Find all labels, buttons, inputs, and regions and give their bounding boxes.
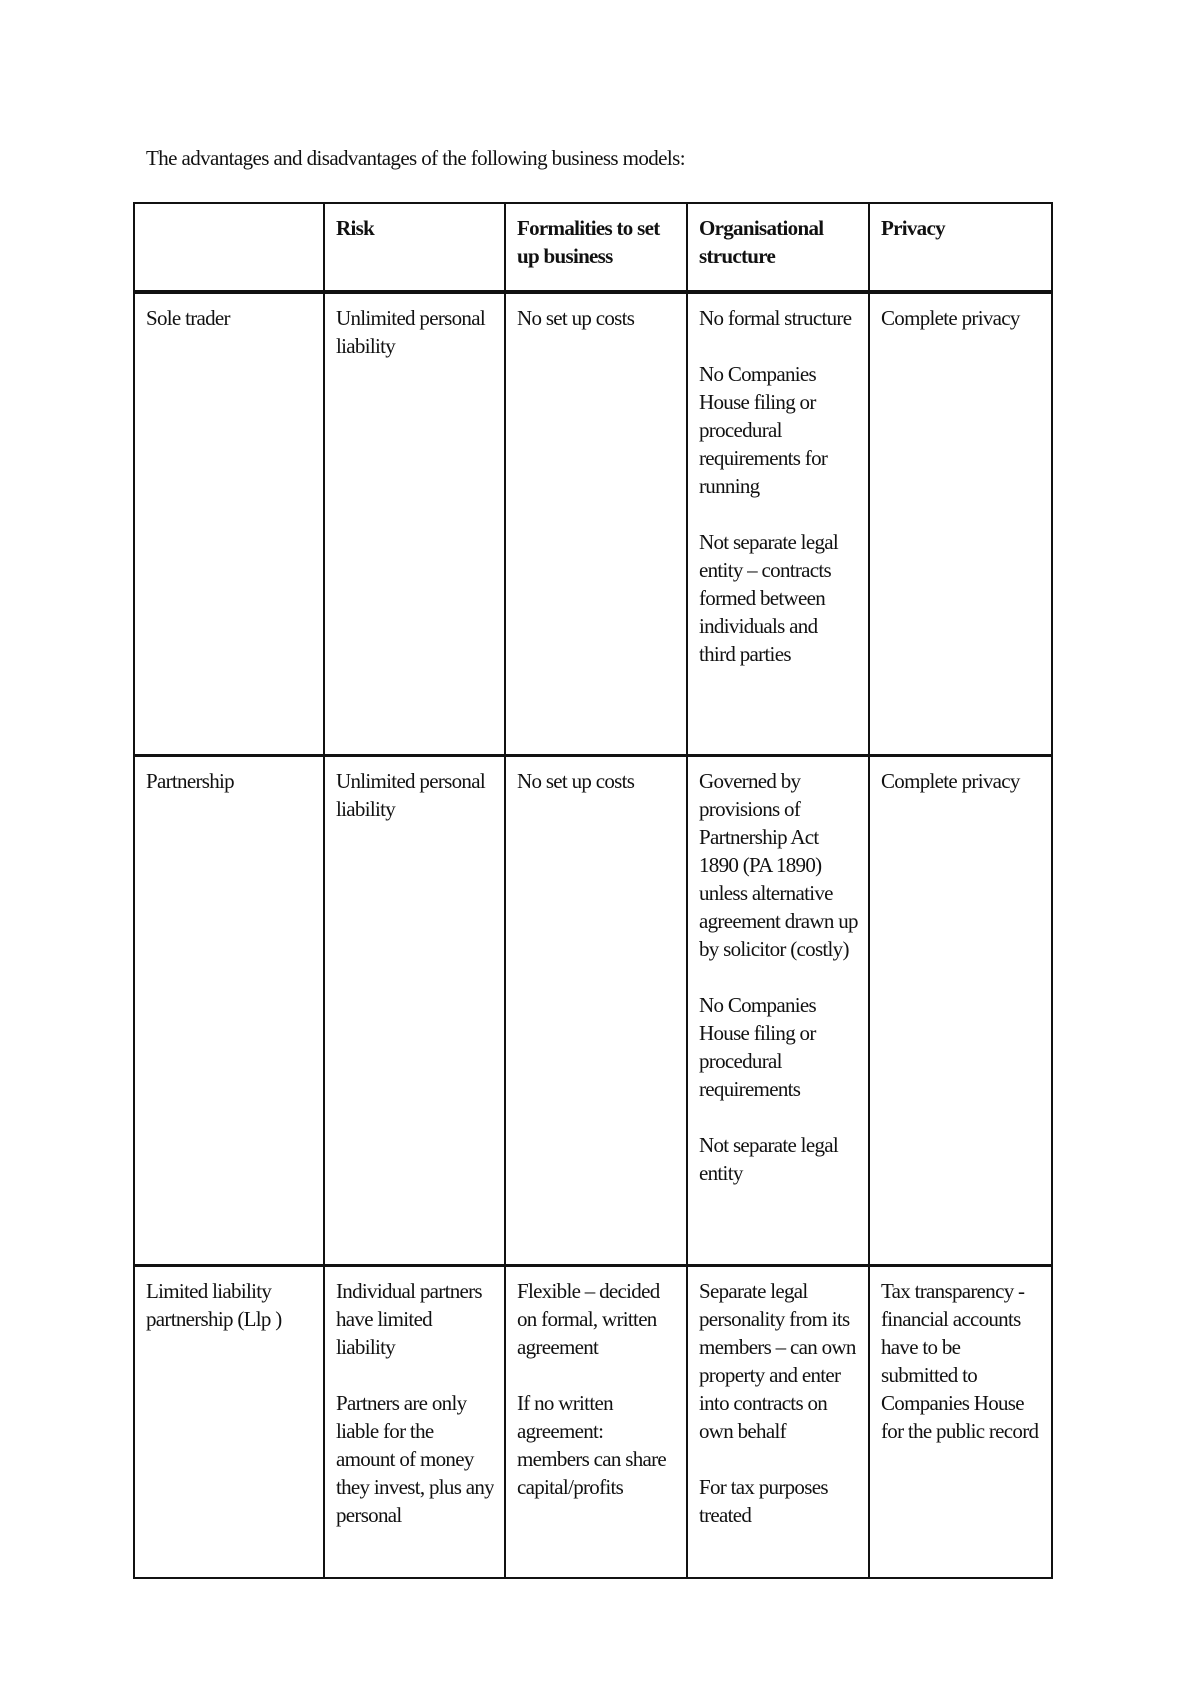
row-model-cell: Partnership xyxy=(133,754,325,1267)
business-models-table: Risk Formalities to set up business Orga… xyxy=(133,202,1053,1579)
formalities-cell: Flexible – decided on formal, written ag… xyxy=(504,1264,688,1579)
header-privacy: Privacy xyxy=(868,202,1053,294)
privacy-cell: Complete privacy xyxy=(868,291,1053,757)
formalities-paragraph: No set up costs xyxy=(517,306,635,330)
document-title: The advantages and disadvantages of the … xyxy=(146,146,686,170)
privacy-cell: Complete privacy xyxy=(868,754,1053,1267)
privacy-cell: Tax transparency - financial accounts ha… xyxy=(868,1264,1053,1579)
table-row: Limited liability partnership (Llp ) Indi… xyxy=(133,1264,1053,1579)
structure-cell: No formal structure No Companies House fi… xyxy=(686,291,870,757)
privacy-paragraph: Complete privacy xyxy=(881,306,1020,330)
structure-cell: Governed by provisions of Partnership Ac… xyxy=(686,754,870,1267)
structure-paragraph: Separate legal personality from its memb… xyxy=(699,1279,856,1443)
header-risk: Risk xyxy=(323,202,506,294)
structure-paragraph: No Companies House filing or procedural … xyxy=(699,362,828,498)
formalities-cell: No set up costs xyxy=(504,754,688,1267)
table-header-row: Risk Formalities to set up business Orga… xyxy=(133,202,1053,294)
formalities-paragraph: If no written agreement: members can sha… xyxy=(517,1391,667,1499)
structure-paragraph: For tax purposes treated xyxy=(699,1475,828,1527)
structure-paragraph: Not separate legal entity – contracts fo… xyxy=(699,530,839,666)
risk-cell: Individual partners have limited liabili… xyxy=(323,1264,506,1579)
model-name: Sole trader xyxy=(146,306,231,330)
structure-cell: Separate legal personality from its memb… xyxy=(686,1264,870,1579)
privacy-paragraph: Complete privacy xyxy=(881,769,1020,793)
structure-paragraph: Not separate legal entity xyxy=(699,1133,839,1185)
header-structure: Organisational structure xyxy=(686,202,870,294)
privacy-paragraph: Tax transparency - financial accounts ha… xyxy=(881,1279,1039,1443)
risk-paragraph: Partners are only liable for the amount … xyxy=(336,1391,494,1527)
risk-cell: Unlimited personal liability xyxy=(323,754,506,1267)
model-name: Partnership xyxy=(146,769,235,793)
structure-paragraph: No Companies House filing or procedural … xyxy=(699,993,817,1101)
model-name: Limited liability partnership (Llp ) xyxy=(146,1279,282,1331)
header-formalities: Formalities to set up business xyxy=(504,202,688,294)
formalities-cell: No set up costs xyxy=(504,291,688,757)
row-model-cell: Limited liability partnership (Llp ) xyxy=(133,1264,325,1579)
row-model-cell: Sole trader xyxy=(133,291,325,757)
structure-paragraph: No formal structure xyxy=(699,306,852,330)
risk-paragraph: Unlimited personal liability xyxy=(336,769,486,821)
risk-paragraph: Individual partners have limited liabili… xyxy=(336,1279,483,1359)
formalities-paragraph: No set up costs xyxy=(517,769,635,793)
formalities-paragraph: Flexible – decided on formal, written ag… xyxy=(517,1279,660,1359)
structure-paragraph: Governed by provisions of Partnership Ac… xyxy=(699,769,858,961)
risk-paragraph: Unlimited personal liability xyxy=(336,306,486,358)
header-empty xyxy=(133,202,325,294)
table-row: Sole trader Unlimited personal liability N… xyxy=(133,291,1053,757)
risk-cell: Unlimited personal liability xyxy=(323,291,506,757)
table-row: Partnership Unlimited personal liability N… xyxy=(133,754,1053,1267)
